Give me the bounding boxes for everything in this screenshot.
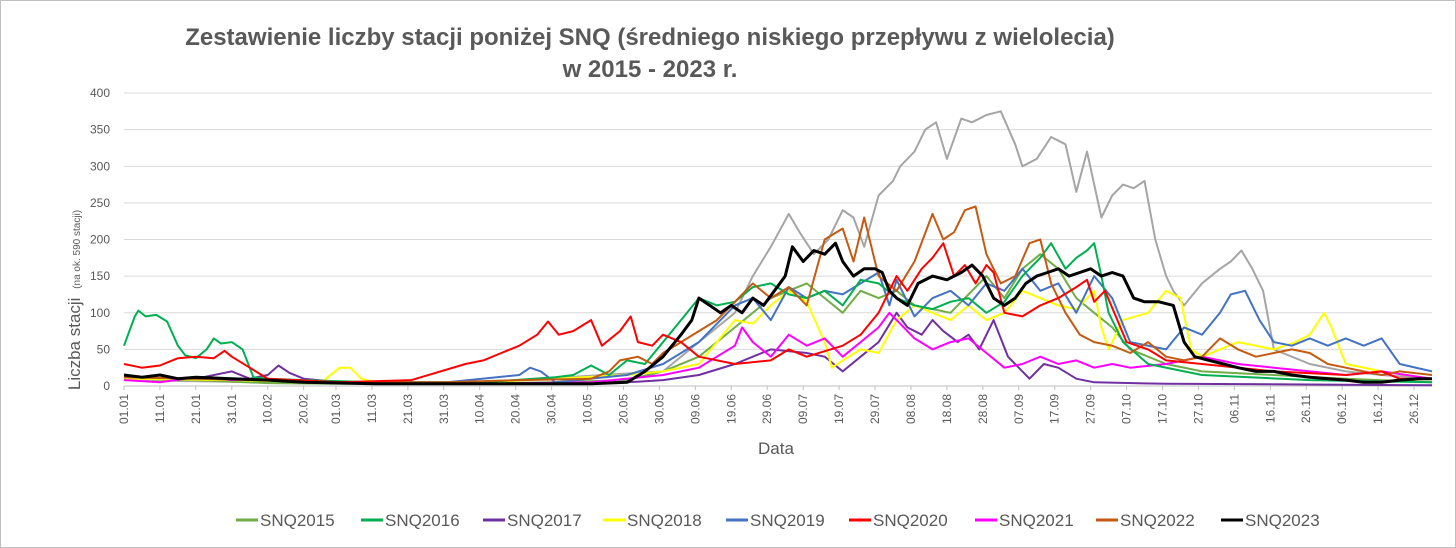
y-tick-label: 0 — [103, 379, 110, 393]
x-tick-label: 10.04 — [473, 394, 487, 424]
x-tick-label: 21.03 — [401, 394, 415, 424]
y-tick-label: 400 — [90, 86, 110, 100]
x-tick-label: 30.04 — [545, 394, 559, 424]
legend-label: SNQ2023 — [1245, 511, 1320, 530]
y-tick-label: 350 — [90, 123, 110, 137]
y-tick-label: 200 — [90, 233, 110, 247]
x-tick-label: 26.11 — [1299, 394, 1313, 423]
series-line-snq2017 — [124, 311, 1433, 387]
x-tick-label: 06.12 — [1335, 394, 1349, 424]
chart-title-line-2: w 2015 - 2023 r. — [562, 56, 738, 83]
legend-label: SNQ2016 — [385, 511, 460, 530]
y-tick-label: 300 — [90, 159, 110, 173]
x-tick-label: 30.05 — [652, 394, 666, 424]
x-tick-label: 29.06 — [760, 394, 774, 424]
y-tick-label: 50 — [97, 342, 111, 356]
y-tick-label: 150 — [90, 269, 110, 283]
x-tick-label: 28.08 — [976, 394, 990, 424]
series-line-snq2023 — [123, 241, 1432, 386]
x-axis-title: Data — [758, 439, 794, 458]
chart-title-line-1: Zestawienie liczby stacji poniżej SNQ (ś… — [185, 24, 1115, 51]
series-line-snq2020 — [123, 242, 1432, 384]
series-line-snq2022b — [123, 110, 1433, 384]
x-tick-label: 10.05 — [581, 394, 595, 424]
x-tick-label: 16.12 — [1371, 394, 1385, 424]
x-tick-label: 01.01 — [117, 394, 131, 424]
x-tick-label: 20.05 — [616, 394, 630, 424]
x-tick-label: 16.11 — [1263, 394, 1277, 423]
x-tick-label: 31.03 — [437, 394, 451, 424]
x-tick-label: 10.02 — [261, 394, 275, 424]
y-axis-title: Liczba stacji (na ok. 590 stacji) — [65, 210, 84, 390]
legend-label: SNQ2020 — [873, 511, 948, 530]
legend-label: SNQ2022 — [1120, 511, 1195, 530]
y-tick-label: 100 — [90, 306, 110, 320]
legend: SNQ2015 SNQ2016 SNQ2017 SNQ2018 SNQ2019 SNQ20… — [236, 511, 1320, 530]
x-tick-label: 07.10 — [1120, 394, 1134, 424]
y-axis-title-sub: (na ok. 590 stacji) — [72, 210, 83, 289]
x-tick-label: 11.01 — [153, 394, 167, 423]
x-tick-label: 21.01 — [189, 394, 203, 424]
legend-label: SNQ2021 — [999, 511, 1074, 530]
x-tick-label: 29.07 — [868, 394, 882, 424]
legend-label: SNQ2019 — [750, 511, 825, 530]
x-tick-label: 27.10 — [1191, 394, 1205, 424]
x-tick-label: 17.10 — [1155, 394, 1169, 424]
x-tick-label: 31.01 — [225, 394, 239, 424]
series-line-snq2018 — [123, 289, 1433, 384]
legend-label: SNQ2015 — [260, 511, 335, 530]
legend-label: SNQ2017 — [507, 511, 582, 530]
x-tick-label: 27.09 — [1084, 394, 1098, 424]
series-line-snq2022 — [123, 205, 1433, 384]
x-tick-label: 17.09 — [1048, 394, 1062, 424]
x-tick-label: 08.08 — [904, 394, 918, 424]
x-tick-label: 19.06 — [724, 394, 738, 424]
x-tick-label: 19.07 — [832, 394, 846, 424]
series-lines — [123, 110, 1433, 387]
x-axis-ticks: 01.01 11.01 21.01 31.01 10.02 20.02 01.03 11.03… — [117, 386, 1421, 424]
x-tick-label: 18.08 — [940, 394, 954, 424]
x-tick-label: 01.03 — [329, 394, 343, 424]
legend-label: SNQ2018 — [627, 511, 702, 530]
y-axis-ticks: 0 50 100 150 200 250 300 350 400 — [90, 86, 110, 393]
x-tick-label: 07.09 — [1012, 394, 1026, 424]
y-axis-title-main: Liczba stacji — [65, 298, 84, 391]
x-tick-label: 20.02 — [297, 394, 311, 424]
x-tick-label: 26.12 — [1407, 394, 1421, 424]
x-tick-label: 09.06 — [688, 394, 702, 424]
x-tick-label: 09.07 — [796, 394, 810, 424]
x-tick-label: 06.11 — [1227, 394, 1241, 423]
gridlines — [124, 92, 1432, 387]
y-tick-label: 250 — [90, 196, 110, 210]
x-tick-label: 20.04 — [509, 394, 523, 424]
x-tick-label: 11.03 — [365, 394, 379, 423]
